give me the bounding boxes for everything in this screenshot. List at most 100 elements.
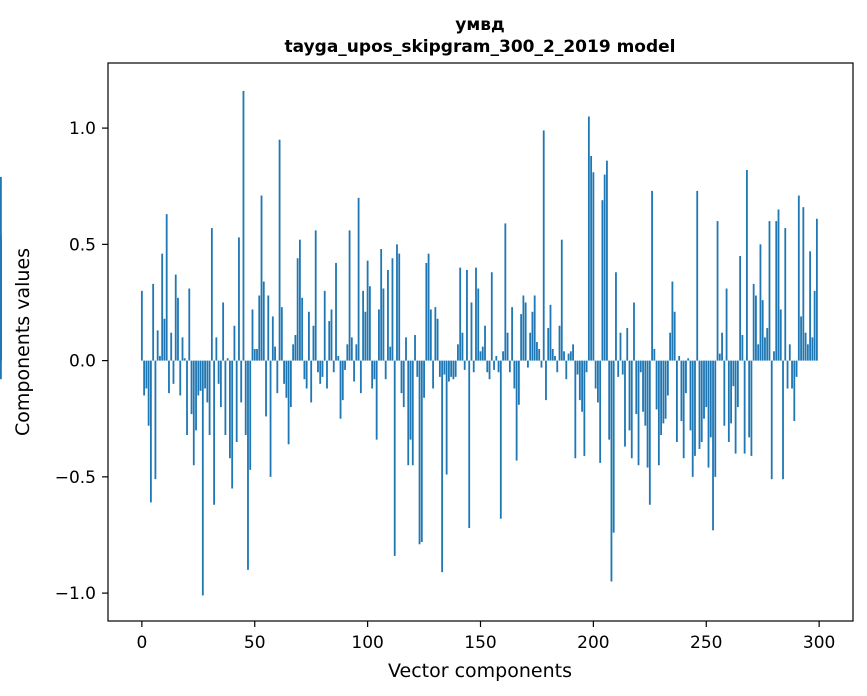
bar <box>298 239 301 361</box>
bar <box>642 360 644 412</box>
bar <box>405 337 407 361</box>
bar <box>730 360 732 424</box>
bar <box>804 332 807 361</box>
bar <box>364 311 367 361</box>
bar <box>294 335 297 361</box>
bar <box>736 360 739 408</box>
bar <box>319 360 322 384</box>
bar <box>621 360 624 375</box>
bar <box>599 360 602 463</box>
bar <box>323 290 326 361</box>
bar <box>782 360 784 480</box>
bar <box>382 288 385 361</box>
chart-title-line-2: tayga_upos_skipgram_300_2_2019 model <box>285 37 676 57</box>
bar <box>764 337 766 361</box>
bar <box>438 360 441 377</box>
bar <box>0 239 2 361</box>
bar <box>240 360 243 403</box>
bar <box>396 244 398 361</box>
bar <box>348 230 351 361</box>
bar <box>380 249 383 361</box>
bar <box>508 360 511 373</box>
bar <box>204 360 206 389</box>
bar <box>416 360 419 377</box>
bar <box>154 360 157 480</box>
bar <box>773 351 775 361</box>
bar <box>522 295 525 361</box>
bar <box>689 360 692 431</box>
x-tick-label: 100 <box>351 633 383 653</box>
bar <box>477 288 480 361</box>
bar <box>653 348 656 361</box>
bar <box>391 258 394 361</box>
bar <box>626 328 629 361</box>
bar <box>714 360 717 477</box>
bar <box>269 360 272 477</box>
bar <box>718 353 721 361</box>
bar <box>669 332 672 361</box>
bar <box>346 344 349 361</box>
bar <box>359 360 362 394</box>
bar <box>583 360 586 456</box>
bar <box>757 344 760 361</box>
bar <box>217 360 220 384</box>
bar <box>156 330 159 361</box>
bar <box>425 262 428 361</box>
bar <box>630 360 633 459</box>
bar <box>224 360 227 435</box>
bar <box>531 311 534 361</box>
bar <box>332 360 335 373</box>
bar <box>251 309 254 361</box>
bar <box>222 302 225 361</box>
bar <box>152 283 155 361</box>
bar <box>310 360 313 403</box>
bar <box>366 260 369 361</box>
bar <box>468 360 471 528</box>
bar <box>592 172 595 361</box>
x-tick-label: 250 <box>690 633 722 653</box>
bar <box>260 195 263 361</box>
bar <box>450 360 453 377</box>
bar <box>698 360 701 449</box>
bar <box>353 360 355 382</box>
bar <box>285 360 288 398</box>
bar <box>533 295 536 361</box>
bar <box>775 221 778 361</box>
bar <box>219 360 222 408</box>
bar <box>344 360 346 370</box>
bar <box>301 297 304 361</box>
bar <box>527 360 529 368</box>
bar <box>411 360 414 466</box>
bar <box>813 290 816 361</box>
bar <box>461 332 464 361</box>
bar <box>265 360 267 417</box>
bar <box>610 360 613 582</box>
bar <box>143 360 146 396</box>
bar <box>768 221 771 361</box>
bar <box>312 325 315 361</box>
bar <box>484 325 486 361</box>
bar <box>739 255 742 361</box>
bar <box>393 360 396 556</box>
bar <box>727 360 730 442</box>
bar <box>145 360 148 389</box>
bar <box>161 253 164 361</box>
bar <box>253 348 256 361</box>
bar <box>743 360 746 454</box>
bars-group <box>0 90 818 596</box>
bar <box>414 335 416 361</box>
bar <box>373 360 376 380</box>
bar <box>339 360 342 419</box>
bar <box>149 360 152 503</box>
bar <box>229 360 231 459</box>
bar <box>206 360 209 403</box>
bar <box>639 360 642 373</box>
bar <box>759 244 762 361</box>
bar <box>748 360 751 438</box>
bar <box>536 342 538 361</box>
bar <box>646 360 649 468</box>
bar <box>752 283 755 361</box>
bar <box>608 360 611 440</box>
bar <box>445 360 448 475</box>
